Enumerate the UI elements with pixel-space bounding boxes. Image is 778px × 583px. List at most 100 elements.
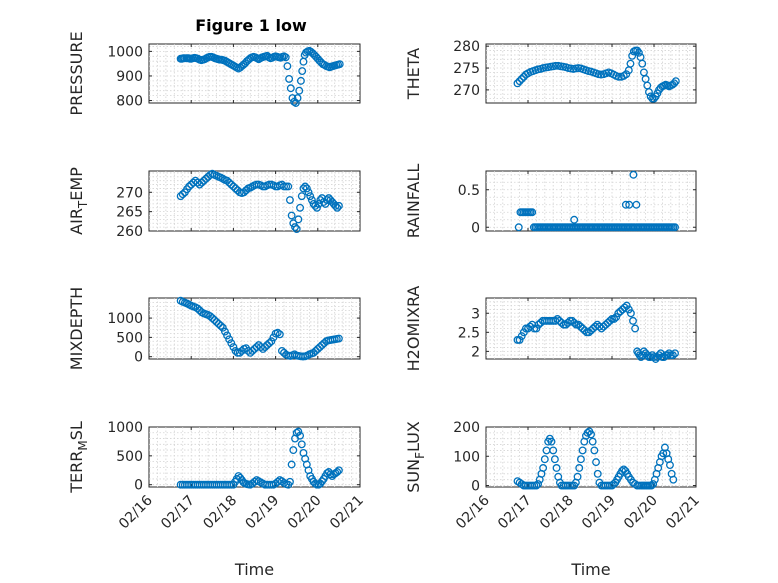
y-tick-label: 265 [116,205,143,221]
data-point [231,184,240,193]
series-markers [514,170,679,232]
subplot-terr_msl: 0 500 1000 02/16 02/17 02/18 02/19 02/20 02/21 Ti… [67,420,367,579]
x-tick-label: 02/20 [285,493,325,533]
grid [486,427,696,487]
data-point [246,348,255,357]
data-point [295,86,304,95]
data-point [551,61,560,70]
y-tick-label: 280 [453,39,480,55]
data-point [210,316,219,324]
y-tick-label: 270 [453,83,480,99]
data-point [291,223,299,232]
data-point [539,464,548,472]
data-point [631,324,640,333]
data-point [624,305,633,314]
x-tick-label: 02/18 [200,493,240,533]
data-point [227,339,236,348]
data-point [515,335,524,344]
y-axis-label: SUNFLUX [404,421,427,493]
data-point [513,79,522,88]
subplot-pressure: 800 900 1000 PRESSURE [67,31,361,116]
y-axis-label: RAINFALL [404,164,423,239]
data-point [647,481,656,490]
series-markers [176,46,344,107]
grid [149,171,360,231]
subplot-air_temp: 260 265 270 AIRTEMP [67,167,361,240]
data-point [292,225,301,234]
y-tick-label: 1000 [107,311,143,327]
data-point [587,430,595,439]
data-point [612,313,621,322]
data-point [547,437,556,446]
data-point [534,480,543,489]
axes-box [148,43,361,104]
y-tick-label: 1000 [107,44,143,60]
data-point [621,200,630,209]
data-point [575,464,584,472]
data-point [229,182,238,191]
data-point [588,437,597,446]
data-point [650,353,658,362]
data-point [311,479,320,488]
data-point [289,219,298,228]
data-point [532,481,541,490]
data-point [225,178,234,187]
data-point [326,470,335,479]
data-point [515,77,524,86]
data-point [333,203,342,212]
y-tick-label: 0.5 [458,183,480,199]
data-point [517,75,526,83]
y-tick-label: 500 [116,330,143,346]
data-point [277,346,286,355]
data-point [208,314,217,323]
data-point [296,76,305,85]
data-point [528,208,537,217]
subplot-theta: 270 275 280 THETA [404,39,697,104]
data-point [550,455,559,464]
data-point [248,346,257,355]
data-point [287,211,296,220]
x-tick-label: 02/19 [579,493,619,533]
data-point [227,180,236,189]
data-point [334,201,343,210]
data-point [281,53,290,62]
data-point [313,345,322,353]
data-point [633,46,642,55]
data-point [293,94,302,103]
x-tick-label: 02/21 [663,493,703,533]
data-point [223,176,232,185]
y-axis-label: TERRMSL [67,421,90,494]
series-markers [176,296,343,361]
data-point [517,332,526,341]
data-point [197,178,206,187]
data-point [663,351,672,360]
data-point [638,59,647,68]
data-point [307,196,316,204]
y-axis-label: MIXDEPTH [67,287,86,370]
data-point [235,348,244,357]
data-point [331,201,340,210]
data-point [206,312,215,321]
data-point [221,327,229,336]
data-point [570,318,579,327]
subplot-sun_flux: 0 100 200 02/16 02/17 02/18 02/19 02/20 02/21 Tim… [404,420,703,579]
data-point [229,343,238,351]
data-point [284,182,293,191]
data-point [629,170,638,179]
y-tick-label: 2.5 [458,325,480,341]
data-point [294,427,303,436]
data-point [645,88,653,97]
data-point [629,316,637,325]
x-tick-label: 02/16 [116,492,156,532]
data-point [605,316,614,325]
x-tick-label: 02/16 [453,492,493,532]
data-point [334,466,343,475]
data-point [218,323,227,332]
y-tick-label: 800 [116,94,143,110]
data-point [283,62,292,71]
data-point [671,77,680,86]
data-point [212,317,221,326]
subplot-mixdepth: 0 500 1000 MIXDEPTH [67,287,361,370]
